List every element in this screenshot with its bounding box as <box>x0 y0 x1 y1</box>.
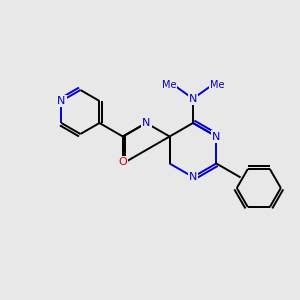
Text: N: N <box>212 131 220 142</box>
Text: Me: Me <box>162 80 176 90</box>
Text: N: N <box>189 172 197 182</box>
Text: N: N <box>142 118 150 128</box>
Text: N: N <box>57 96 66 106</box>
Text: O: O <box>118 158 127 167</box>
Text: N: N <box>189 94 197 104</box>
Text: Me: Me <box>210 80 224 90</box>
